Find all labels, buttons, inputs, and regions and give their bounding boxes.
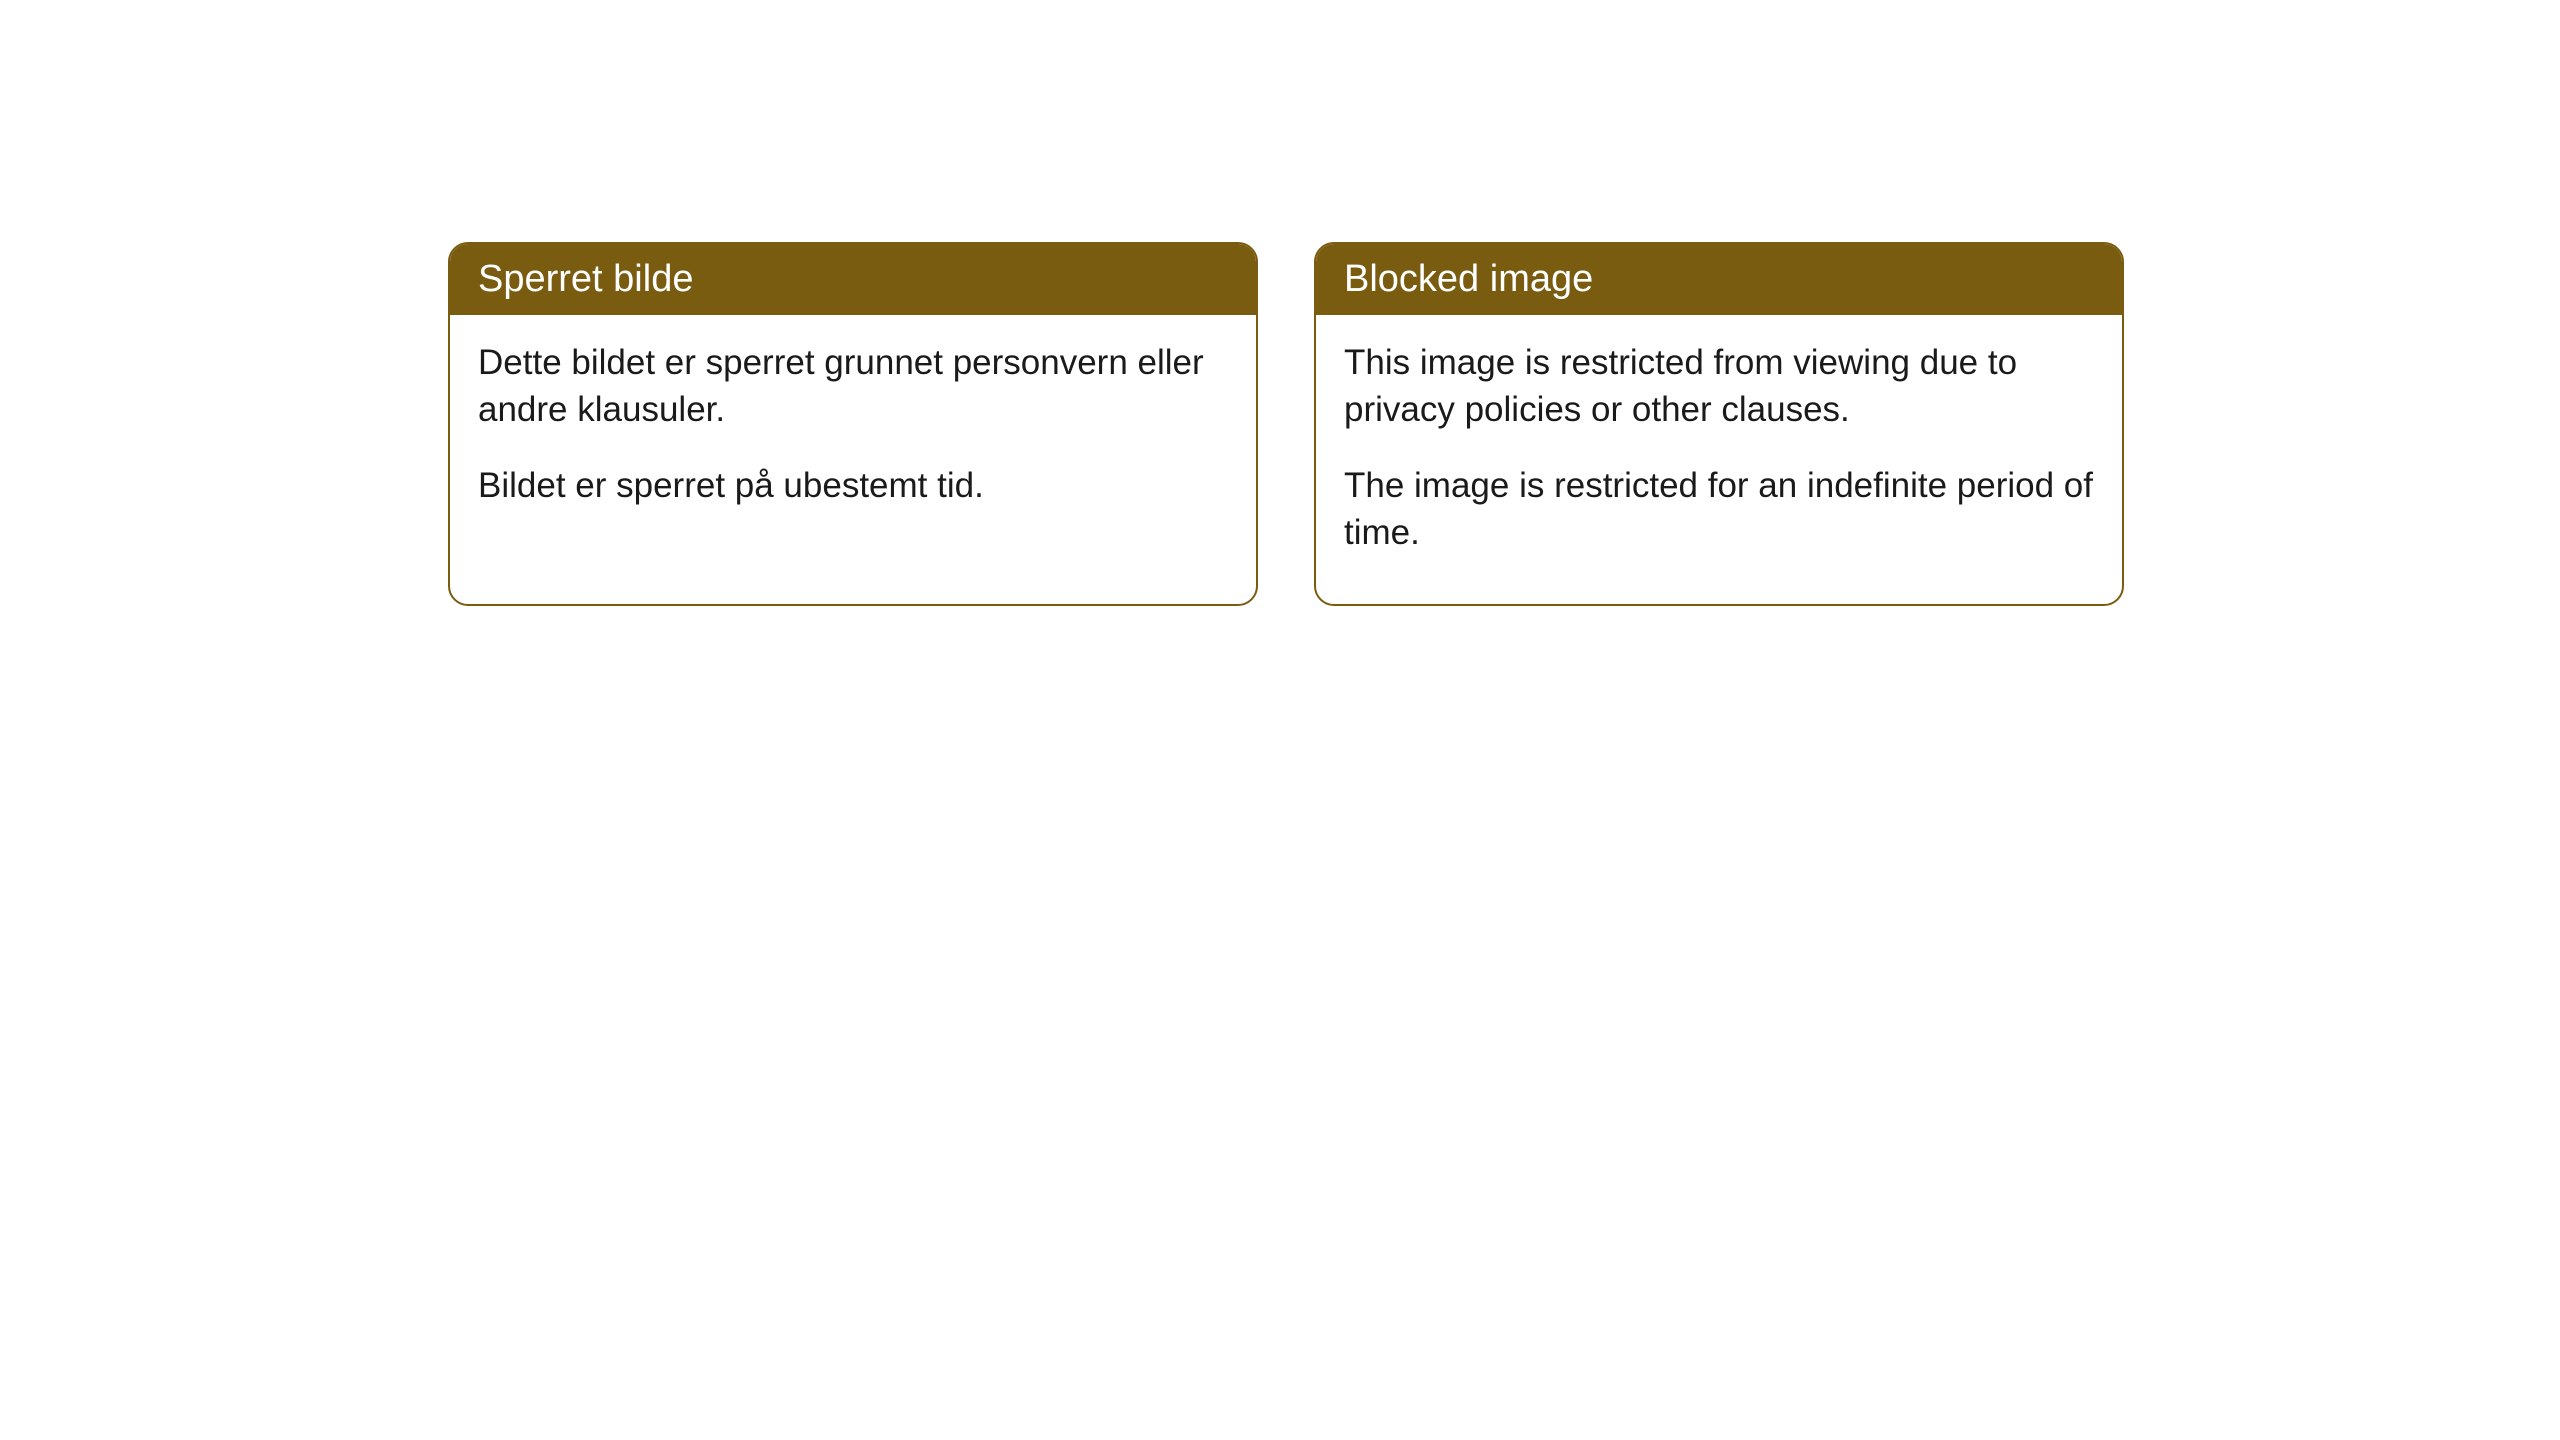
card-body-english: This image is restricted from viewing du… bbox=[1316, 315, 2122, 604]
notice-card-english: Blocked image This image is restricted f… bbox=[1314, 242, 2124, 606]
card-paragraph-1-norwegian: Dette bildet er sperret grunnet personve… bbox=[478, 339, 1228, 434]
card-header-english: Blocked image bbox=[1316, 244, 2122, 315]
card-title-norwegian: Sperret bilde bbox=[478, 258, 693, 300]
card-title-english: Blocked image bbox=[1344, 258, 1593, 300]
notice-card-norwegian: Sperret bilde Dette bildet er sperret gr… bbox=[448, 242, 1258, 606]
card-paragraph-2-english: The image is restricted for an indefinit… bbox=[1344, 462, 2094, 557]
notice-container: Sperret bilde Dette bildet er sperret gr… bbox=[0, 0, 2560, 606]
card-body-norwegian: Dette bildet er sperret grunnet personve… bbox=[450, 315, 1256, 557]
card-paragraph-1-english: This image is restricted from viewing du… bbox=[1344, 339, 2094, 434]
card-header-norwegian: Sperret bilde bbox=[450, 244, 1256, 315]
card-paragraph-2-norwegian: Bildet er sperret på ubestemt tid. bbox=[478, 462, 1228, 509]
